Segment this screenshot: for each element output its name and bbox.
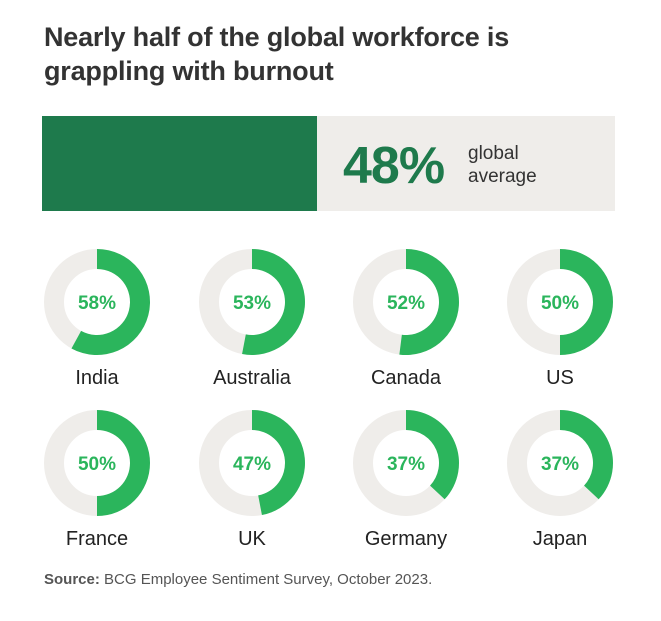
country-label-australia: Australia xyxy=(213,367,291,389)
source-label: Source: xyxy=(44,571,100,588)
donut-slice-france xyxy=(97,410,150,516)
global-average-label-line-2: average xyxy=(468,166,537,187)
donut-value-label-germany: 37% xyxy=(387,454,425,475)
donut-india: 58% xyxy=(42,247,152,357)
donut-svg-japan: 37% xyxy=(507,410,613,516)
country-label-japan: Japan xyxy=(532,528,588,550)
donut-svg-india: 58% xyxy=(44,249,150,355)
donut-germany: 37% xyxy=(351,408,461,518)
donut-slice-australia xyxy=(242,249,305,355)
country-label-germany: Germany xyxy=(364,528,448,550)
donut-slice-canada xyxy=(399,249,459,355)
source-text: BCG Employee Sentiment Survey, October 2… xyxy=(99,571,433,588)
donut-slice-india xyxy=(71,249,150,355)
country-label-india: India xyxy=(75,367,119,389)
donut-svg-germany: 37% xyxy=(353,410,459,516)
donut-svg-france: 50% xyxy=(44,410,150,516)
donut-value-label-australia: 53% xyxy=(233,293,271,314)
donut-svg-uk: 47% xyxy=(199,410,305,516)
chart-title-line-1: Nearly half of the global workforce is xyxy=(44,22,510,52)
donut-value-label-france: 50% xyxy=(78,454,116,475)
donut-japan: 37% xyxy=(505,408,615,518)
country-label-us: US xyxy=(546,367,574,389)
global-average-label-line-1: global xyxy=(468,143,519,164)
donut-australia: 53% xyxy=(197,247,307,357)
donut-value-label-india: 58% xyxy=(78,293,116,314)
donut-svg-us: 50% xyxy=(507,249,613,355)
donut-value-label-canada: 52% xyxy=(387,293,425,314)
chart-title: Nearly half of the global workforce is g… xyxy=(44,20,624,88)
donut-svg-australia: 53% xyxy=(199,249,305,355)
global-average-bar-fill xyxy=(42,116,318,211)
donut-slice-germany xyxy=(406,410,459,500)
source-note: Source: BCG Employee Sentiment Survey, O… xyxy=(44,571,432,588)
donut-svg-canada: 52% xyxy=(353,249,459,355)
donut-slice-us xyxy=(560,249,613,355)
global-average-bar: 48% global average xyxy=(42,116,615,211)
donut-value-label-uk: 47% xyxy=(233,454,271,475)
donut-slice-uk xyxy=(252,410,305,516)
global-average-label: global average xyxy=(468,142,608,188)
country-label-canada: Canada xyxy=(370,367,442,389)
country-label-uk: UK xyxy=(238,528,266,550)
country-label-france: France xyxy=(65,528,129,550)
donut-us: 50% xyxy=(505,247,615,357)
donut-uk: 47% xyxy=(197,408,307,518)
donut-canada: 52% xyxy=(351,247,461,357)
donut-france: 50% xyxy=(42,408,152,518)
global-average-value: 48% xyxy=(343,137,445,195)
donut-value-label-japan: 37% xyxy=(541,454,579,475)
donut-value-label-us: 50% xyxy=(541,293,579,314)
chart-title-line-2: grappling with burnout xyxy=(44,56,334,86)
donut-slice-japan xyxy=(560,410,613,500)
